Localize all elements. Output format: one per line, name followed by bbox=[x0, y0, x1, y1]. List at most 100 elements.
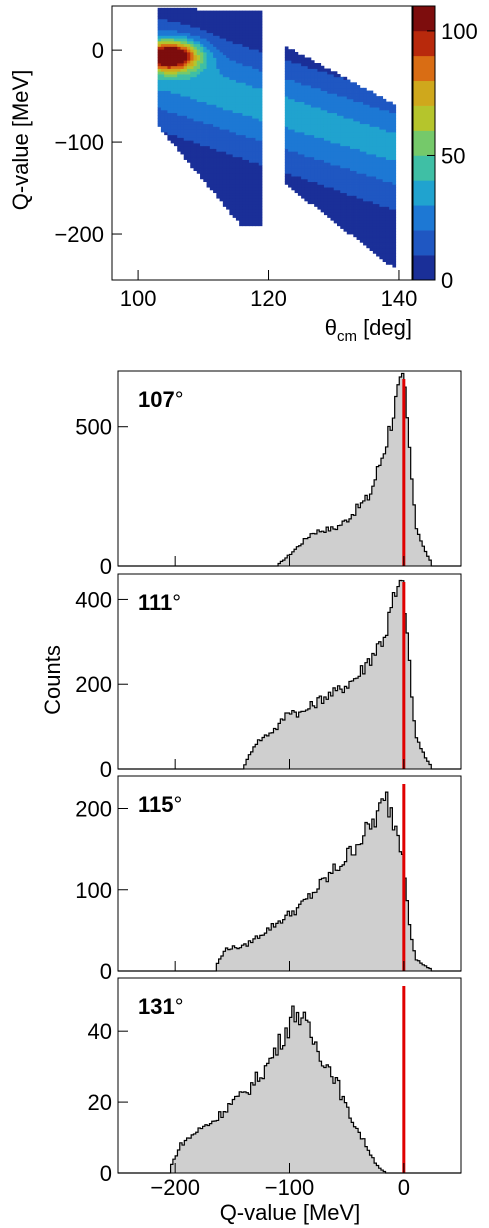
heatmap-cell bbox=[317, 134, 322, 138]
heatmap-cell bbox=[294, 82, 299, 86]
heatmap-cell bbox=[350, 231, 354, 235]
heatmap-cell bbox=[239, 159, 243, 163]
heatmap-cell bbox=[333, 98, 338, 103]
heatmap-cell bbox=[219, 24, 224, 28]
heatmap-cell bbox=[372, 129, 377, 133]
heatmap-cell bbox=[160, 101, 165, 105]
heatmap-cell bbox=[213, 123, 217, 127]
heatmap-cell bbox=[206, 178, 211, 183]
heatmap-cell bbox=[239, 76, 243, 80]
heatmap-cell bbox=[216, 32, 221, 36]
heatmap-cell bbox=[356, 187, 361, 191]
heatmap-cell bbox=[216, 107, 221, 111]
heatmap-cell bbox=[157, 7, 162, 11]
heatmap-cell bbox=[307, 137, 312, 141]
heatmap-cell bbox=[389, 261, 393, 265]
heatmap-cell bbox=[203, 104, 207, 108]
heatmap-cell bbox=[337, 189, 341, 194]
heatmap-cell bbox=[229, 104, 234, 108]
heatmap-cell bbox=[340, 140, 344, 144]
heatmap-cell bbox=[320, 145, 325, 149]
heatmap-cell bbox=[333, 85, 338, 89]
heatmap-cell bbox=[203, 65, 207, 69]
heatmap-cell bbox=[252, 222, 256, 227]
heatmap-cell bbox=[183, 57, 188, 61]
heatmap-cell bbox=[382, 195, 387, 199]
heatmap-cell bbox=[323, 115, 328, 119]
heatmap-cell bbox=[346, 123, 351, 127]
heatmap-cell bbox=[323, 74, 328, 78]
heatmap-cell bbox=[385, 225, 390, 229]
heatmap-cell bbox=[314, 167, 318, 171]
heatmap-cell bbox=[167, 35, 172, 39]
heatmap-cell bbox=[333, 198, 338, 202]
heatmap-cell bbox=[213, 98, 217, 103]
heatmap-cell bbox=[245, 35, 250, 39]
heatmap-cell bbox=[213, 79, 217, 83]
heatmap-cell bbox=[346, 140, 351, 144]
heatmap-cell bbox=[307, 115, 312, 119]
heatmap-cell bbox=[232, 90, 237, 94]
heatmap-cell bbox=[314, 109, 318, 114]
heatmap-cell bbox=[392, 178, 397, 183]
heatmap-cell bbox=[389, 236, 393, 240]
heatmap-cell bbox=[327, 176, 331, 180]
heatmap-cell bbox=[350, 129, 354, 133]
heatmap-cell bbox=[372, 118, 377, 122]
heatmap-cell bbox=[193, 24, 198, 28]
heatmap-cell bbox=[346, 187, 351, 191]
heatmap-cell bbox=[389, 137, 393, 141]
heatmap-cell bbox=[180, 101, 185, 105]
heatmap-cell bbox=[242, 184, 247, 188]
heatmap-cell bbox=[242, 159, 247, 163]
heatmap-cell bbox=[193, 60, 198, 64]
heatmap-cell bbox=[203, 112, 207, 116]
heatmap-cell bbox=[320, 187, 325, 191]
heatmap-cell bbox=[245, 101, 250, 105]
heatmap-cell bbox=[206, 107, 211, 111]
heatmap-cell bbox=[304, 82, 309, 86]
heatmap-cell bbox=[284, 74, 289, 78]
heatmap-cell bbox=[382, 242, 387, 246]
heatmap-cell bbox=[333, 211, 338, 216]
heatmap-cell bbox=[239, 35, 243, 39]
heatmap-cell bbox=[333, 96, 338, 100]
heatmap-cell bbox=[239, 21, 243, 25]
heatmap-cell bbox=[206, 16, 211, 20]
heatmap-cell bbox=[164, 65, 168, 69]
heatmap-cell bbox=[356, 123, 361, 127]
heatmap-cell bbox=[333, 209, 338, 213]
heatmap-cell bbox=[392, 203, 397, 207]
heatmap-cell bbox=[288, 96, 292, 100]
heatmap-cell bbox=[372, 195, 377, 199]
heatmap-cell bbox=[314, 159, 318, 163]
heatmap-cell bbox=[379, 220, 384, 224]
heatmap-cell bbox=[160, 21, 165, 25]
heatmap-cell bbox=[340, 109, 344, 114]
heatmap-cell bbox=[177, 123, 181, 127]
heatmap-cell bbox=[359, 165, 364, 169]
heatmap-cell bbox=[252, 27, 256, 31]
heatmap-cell bbox=[369, 159, 374, 163]
heatmap-cell bbox=[301, 192, 305, 196]
heatmap-cell bbox=[255, 79, 260, 83]
heatmap-cell bbox=[203, 51, 207, 56]
heatmap-cell bbox=[327, 173, 331, 177]
heatmap-cell bbox=[173, 38, 178, 42]
heatmap-cell bbox=[235, 203, 240, 207]
heatmap-cell bbox=[255, 189, 260, 194]
heatmap-cell bbox=[219, 170, 224, 174]
heatmap-cell bbox=[209, 137, 214, 141]
heatmap-cell bbox=[239, 118, 243, 122]
heatmap-cell bbox=[376, 245, 380, 249]
heatmap-cell bbox=[170, 79, 175, 83]
heatmap-cell bbox=[333, 156, 338, 160]
heatmap-cell bbox=[173, 7, 178, 11]
heatmap-cell bbox=[363, 170, 367, 174]
heatmap-cell bbox=[288, 107, 292, 111]
heatmap-cell bbox=[330, 115, 335, 119]
heatmap-cell bbox=[183, 131, 188, 136]
heatmap-cell bbox=[248, 93, 253, 97]
heatmap-cell bbox=[252, 120, 256, 125]
heatmap-cell bbox=[382, 115, 387, 119]
